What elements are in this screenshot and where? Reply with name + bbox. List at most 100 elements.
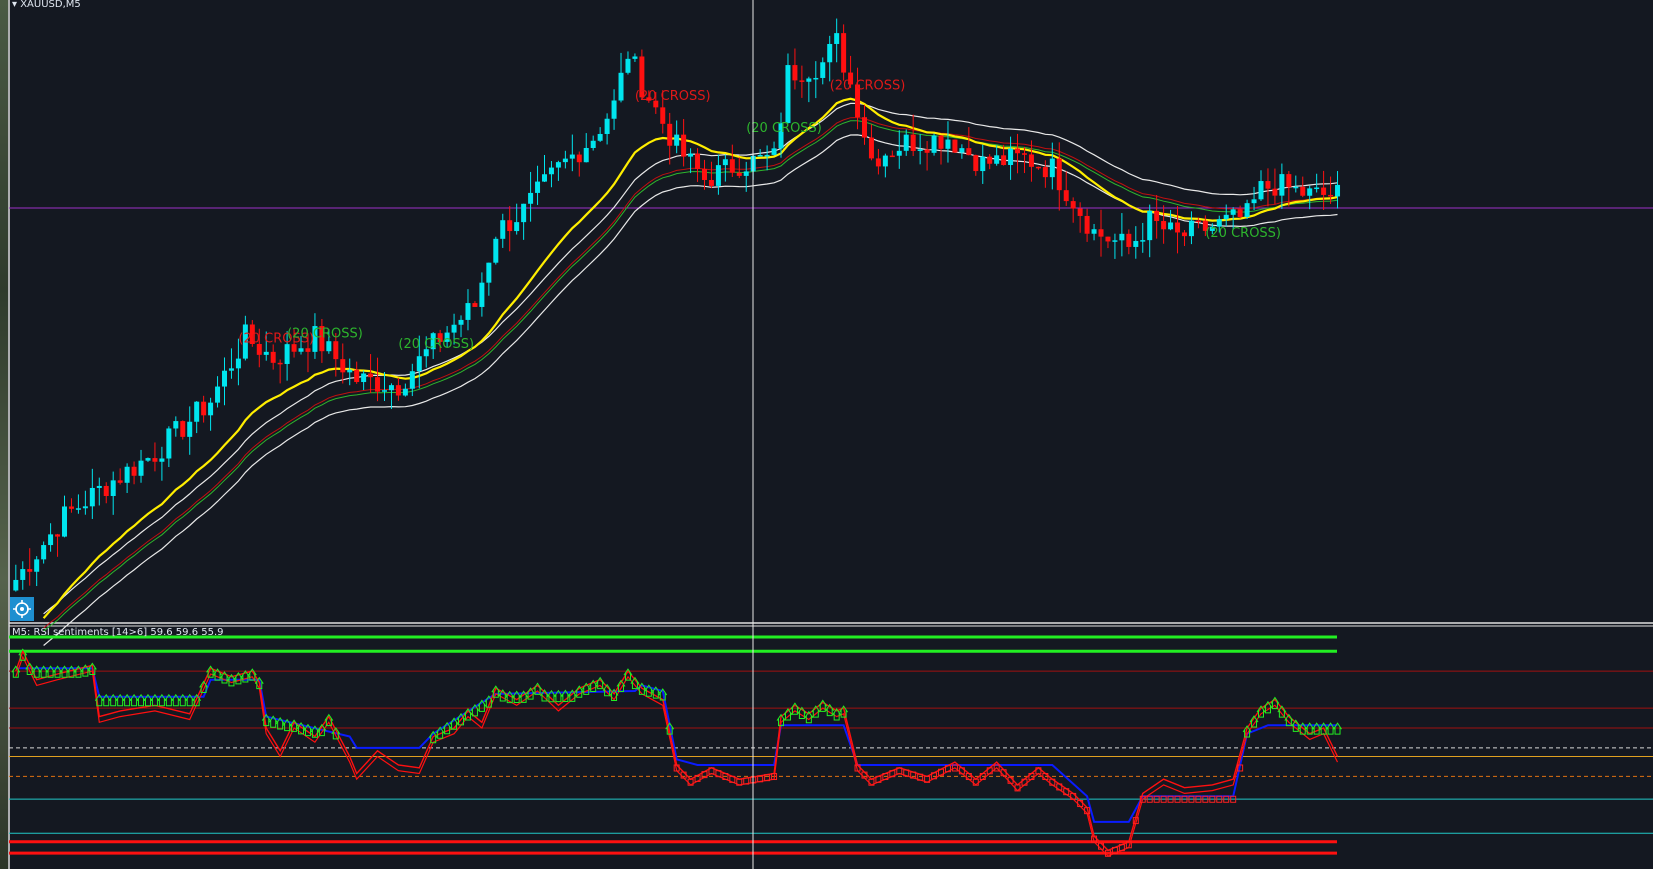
candle-body — [528, 192, 534, 204]
up-arrow-marker — [498, 689, 508, 702]
up-arrow-marker — [1256, 705, 1266, 718]
down-box-marker — [875, 775, 882, 783]
up-arrow-marker — [790, 702, 800, 715]
candle-body — [771, 148, 777, 155]
cross-annotation: (20 CROSS) — [746, 121, 822, 136]
up-arrow-marker — [456, 712, 466, 726]
up-arrow-marker — [1298, 722, 1308, 735]
up-arrow-marker — [588, 679, 598, 693]
candle-body — [1140, 240, 1146, 242]
candle-body — [1001, 155, 1007, 166]
candle-body — [903, 134, 909, 151]
candle-body — [1154, 210, 1160, 222]
up-arrow-marker — [213, 668, 222, 681]
up-arrow-marker — [331, 727, 341, 740]
up-arrow-marker — [616, 679, 626, 693]
up-arrow-marker — [268, 715, 278, 728]
up-arrow-marker — [171, 693, 181, 707]
down-box-marker — [965, 773, 972, 781]
up-arrow-marker — [129, 693, 139, 707]
up-arrow-marker — [1277, 705, 1287, 718]
candle-body — [868, 137, 874, 159]
up-arrow-marker — [602, 683, 612, 697]
down-box-marker — [1098, 842, 1105, 850]
candle-body — [1105, 236, 1111, 242]
down-box-marker — [1181, 795, 1188, 803]
up-arrow-marker — [491, 685, 501, 698]
triangle-down-icon[interactable]: ▾ — [12, 0, 21, 10]
rsi-fast-line — [15, 649, 1339, 852]
down-box-marker — [1160, 795, 1167, 803]
candle-body — [20, 569, 26, 580]
up-arrow-marker — [567, 689, 577, 702]
up-arrow-marker — [449, 717, 459, 730]
rsi-lines — [15, 649, 1339, 857]
up-arrow-marker — [1263, 700, 1273, 714]
candle-body — [583, 147, 589, 163]
candle-body — [1181, 232, 1187, 237]
crosshair-target-button[interactable] — [10, 597, 34, 621]
down-box-marker — [910, 771, 917, 779]
candle-body — [590, 140, 596, 148]
down-box-marker — [1070, 792, 1077, 800]
candle-body — [507, 220, 513, 232]
candle-body — [340, 359, 346, 373]
candle-body — [41, 545, 47, 560]
up-arrow-marker — [533, 682, 542, 695]
candle-body — [604, 118, 610, 134]
up-arrow-marker — [296, 722, 306, 735]
down-box-marker — [1118, 844, 1125, 852]
up-arrow-marker — [540, 689, 549, 702]
down-box-marker — [1014, 784, 1021, 792]
up-arrow-marker — [1270, 696, 1280, 710]
candle-body — [437, 333, 443, 342]
up-arrow-marker — [574, 685, 584, 698]
up-arrow-marker — [46, 665, 56, 678]
down-box-marker — [1188, 795, 1195, 803]
up-arrow-marker — [526, 687, 536, 700]
candle-body — [472, 303, 478, 307]
candle-body — [722, 159, 728, 166]
rsi-smooth-line — [15, 667, 1338, 823]
symbol-title[interactable]: ▾ XAUUSD,M5 — [12, 0, 81, 10]
up-arrow-marker — [665, 722, 675, 735]
down-box-marker — [708, 767, 715, 775]
cross-annotation: (20 CROSS) — [238, 332, 314, 347]
up-arrow-marker — [136, 693, 146, 707]
candle-body — [82, 506, 88, 509]
down-box-marker — [951, 764, 958, 772]
candle-body — [1307, 188, 1313, 196]
candle-body — [319, 326, 325, 352]
up-arrow-marker — [651, 686, 661, 699]
up-arrow-marker — [811, 705, 821, 718]
up-arrow-marker — [164, 693, 174, 707]
candle-body — [889, 155, 895, 158]
candle-body — [1035, 166, 1041, 169]
candle-body — [541, 174, 547, 182]
up-arrow-marker — [25, 662, 35, 675]
candle-body — [222, 370, 228, 387]
chart-frame — [8, 0, 1653, 869]
down-box-marker — [868, 778, 875, 786]
down-box-marker — [1223, 795, 1230, 803]
up-arrow-marker — [60, 665, 69, 678]
candle-body — [131, 466, 137, 476]
candle-body — [555, 162, 561, 168]
up-arrow-marker — [185, 693, 195, 707]
candle-body — [1314, 187, 1320, 190]
up-arrow-marker — [477, 699, 487, 712]
candle-body — [764, 154, 770, 157]
up-arrow-marker — [484, 695, 494, 708]
candle-body — [235, 358, 241, 369]
down-box-marker — [722, 773, 729, 781]
down-box-marker — [1167, 795, 1174, 803]
down-box-marker — [694, 774, 701, 782]
candle-body — [569, 154, 575, 159]
down-box-marker — [993, 764, 1000, 772]
candle-body — [785, 65, 791, 124]
candle-body — [980, 156, 986, 172]
candle-body — [96, 485, 102, 488]
candle-body — [1168, 222, 1174, 230]
candle-body — [402, 388, 408, 396]
